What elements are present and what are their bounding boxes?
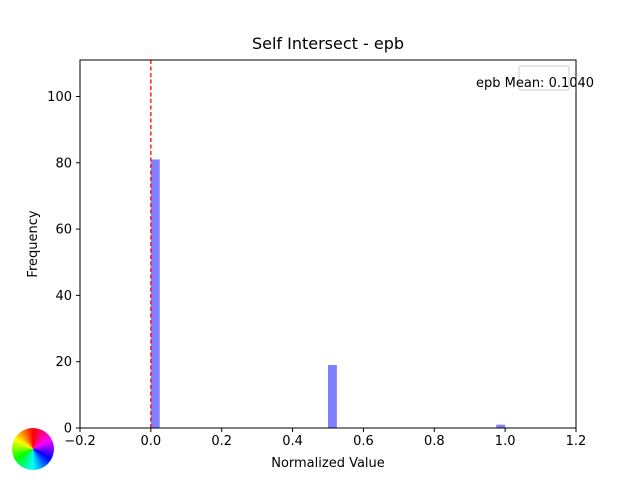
y-tick-label: 60 [55,223,72,238]
y-axis-label: Frequency [26,210,41,277]
x-tick-label: 0.0 [141,434,162,449]
y-tick-label: 40 [55,289,72,304]
x-tick-label: 1.2 [566,434,587,449]
legend-box [518,65,570,91]
x-tick-label: −0.2 [64,434,96,449]
x-tick-label: 0.8 [424,434,445,449]
y-tick-label: 80 [55,156,72,171]
chart-title: Self Intersect - epb [252,34,404,53]
histogram-bars [150,159,506,428]
color-wheel-icon [12,428,54,470]
x-tick-label: 1.0 [495,434,516,449]
histogram-bar-1 [328,365,337,428]
y-tick-label: 20 [55,355,72,370]
legend: epb Mean: 0.1040 [476,65,594,91]
x-tick-label: 0.2 [211,434,232,449]
histogram-bar-2 [496,424,506,428]
x-axis-ticks: −0.2 0.0 0.2 0.4 0.6 0.8 1.0 1.2 [64,428,586,449]
x-tick-label: 0.4 [282,434,303,449]
plot-frame [79,59,577,429]
y-tick-label: 100 [47,90,72,105]
x-axis-label: Normalized Value [271,456,385,471]
x-tick-label: 0.6 [353,434,374,449]
histogram-bar-0 [150,159,160,428]
legend-label: epb Mean: 0.1040 [476,76,594,91]
y-tick-label: 0 [64,422,72,437]
y-axis-ticks: 0 20 40 60 80 100 [47,90,80,437]
